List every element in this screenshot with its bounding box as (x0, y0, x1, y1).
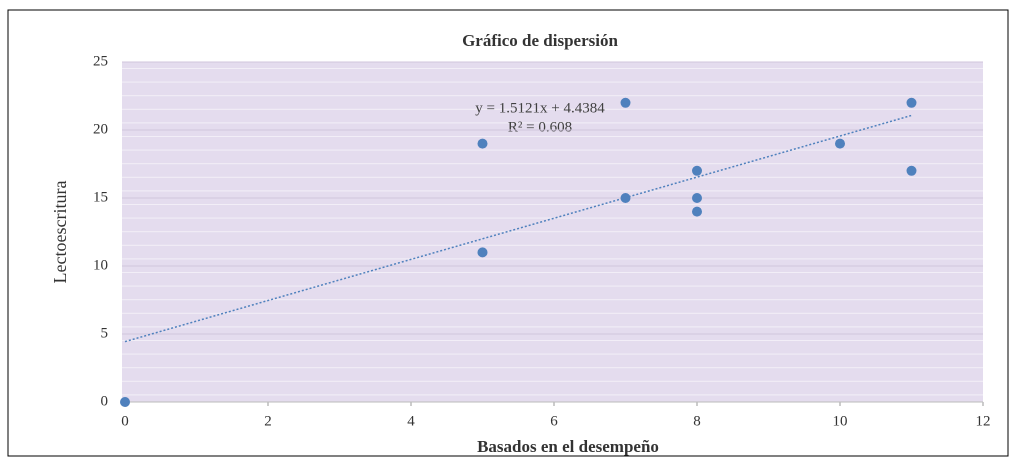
y-tick-label: 0 (101, 393, 109, 409)
x-tick-label: 6 (550, 413, 558, 429)
y-tick-label: 15 (93, 189, 108, 205)
chart-title: Gráfico de dispersión (462, 31, 618, 50)
y-axis-label: Lectoescritura (50, 181, 70, 284)
x-tick-label: 12 (976, 413, 991, 429)
point (120, 397, 130, 407)
point (620, 97, 631, 108)
x-tick-label: 4 (407, 413, 415, 429)
point (692, 193, 702, 203)
x-tick-label: 0 (121, 413, 129, 429)
y-tick-label: 25 (93, 53, 108, 69)
y-tick-label: 10 (93, 257, 108, 273)
point (835, 138, 845, 149)
trendline-equation: y = 1.5121x + 4.4384 (475, 100, 605, 116)
y-tick-label: 20 (93, 121, 108, 137)
point (906, 165, 917, 176)
x-tick-label: 2 (264, 413, 272, 429)
point (620, 193, 631, 203)
r-squared: R² = 0.608 (508, 119, 572, 135)
plot-area (122, 62, 983, 402)
point (477, 247, 488, 258)
x-tick-label: 10 (833, 413, 848, 429)
x-axis-label: Basados en el desempeño (477, 437, 659, 456)
point (906, 97, 917, 108)
point (477, 138, 488, 149)
y-tick-label: 5 (101, 325, 109, 341)
point (692, 206, 702, 217)
point (692, 165, 702, 176)
x-tick-label: 8 (693, 413, 701, 429)
trendline (124, 114, 912, 343)
